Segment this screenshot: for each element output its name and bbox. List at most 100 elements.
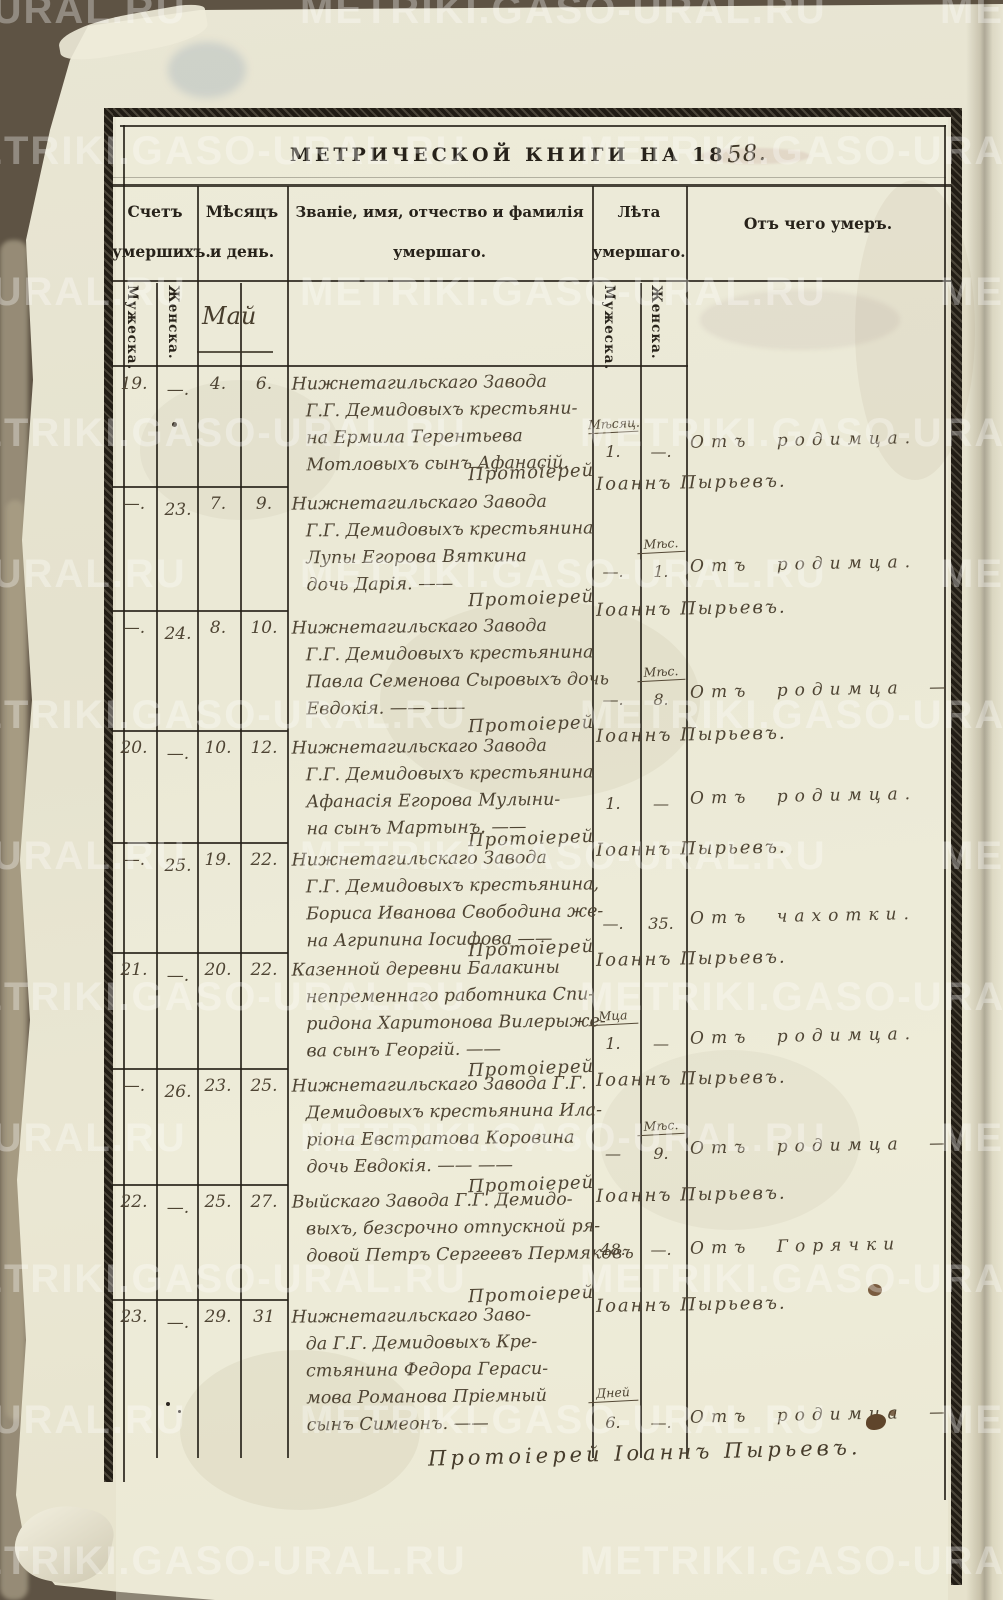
- day-of-death: 10.: [204, 738, 232, 758]
- column-header-count: Счетъ умершихъ.: [112, 192, 211, 272]
- description-line: да Г.Г. Демидовыхъ Кре-: [305, 1332, 538, 1355]
- deceased-description: Нижнетагильскаго Завода Г.Г. Демидовыхъ к…: [291, 612, 610, 723]
- table-line: [104, 108, 962, 117]
- ink-speck: [178, 1410, 181, 1413]
- age-male-unit-label: Мѣсяц.: [587, 414, 641, 435]
- table-inner-area: [116, 116, 948, 1600]
- day-of-death: 8.: [209, 618, 227, 638]
- description-line: Павла Семенова Сыровыхъ дочь: [306, 669, 610, 693]
- priest-signature-name: Іоаннъ Пырьевъ.: [595, 836, 787, 861]
- priest-signature-name: Іоаннъ Пырьевъ.: [595, 470, 787, 495]
- age-female-value: —.: [650, 1413, 672, 1432]
- deceased-description: Казенной деревни Балакины непременнаго ра…: [291, 954, 606, 1065]
- deceased-description: Нижнетагильскаго Заво-да Г.Г. Демидовыхъ…: [291, 1301, 592, 1439]
- count-female: 25.: [164, 856, 192, 876]
- age-female-unit-label: Мѣс.: [636, 534, 686, 555]
- description-line: Нижнетагильскаго Завода: [291, 491, 548, 515]
- age-male-value: —.: [602, 562, 624, 581]
- count-female: 23.: [164, 500, 192, 520]
- count-male: 20.: [120, 738, 148, 758]
- age-female-value: —.: [650, 1240, 672, 1259]
- table-line: [112, 486, 288, 488]
- ink-blot: [866, 1414, 886, 1430]
- description-line: Бориса Иванова Свободина же-: [306, 901, 604, 925]
- count-male: —.: [122, 494, 146, 514]
- ink-speck: [166, 1402, 170, 1406]
- description-line: выхъ, безсрочно отпускной ря-: [305, 1216, 601, 1240]
- page-title: МЕТРИЧЕСКОЙ КНИГИ НА 1858.: [288, 136, 768, 172]
- count-female: —.: [166, 1313, 190, 1333]
- table-line: [640, 283, 642, 1458]
- day-of-burial: 9.: [255, 494, 273, 514]
- age-male-unit-label: Мца: [587, 1006, 639, 1027]
- ink-bleed-ghost: [700, 148, 810, 164]
- count-male: —.: [122, 850, 146, 870]
- age-female-value: —.: [650, 442, 672, 461]
- age-male-value: 1.: [605, 794, 621, 813]
- paper-stain: [180, 1350, 420, 1510]
- description-line: довой Петръ Сергеевъ Пермяковъ: [306, 1242, 634, 1267]
- age-female-value: 1.: [653, 562, 669, 581]
- table-line: [686, 186, 688, 1458]
- count-male: —.: [122, 618, 146, 638]
- description-line: стьянина Федора Гераси-: [305, 1358, 549, 1382]
- age-female-value: —: [653, 1034, 669, 1053]
- month-underline: [197, 351, 273, 353]
- month-label: Май: [202, 302, 257, 330]
- age-female-value: 9.: [653, 1144, 669, 1163]
- description-line: Демидовыхъ крестьянина Ила-: [305, 1100, 603, 1124]
- description-line: ридона Харитонова Вилерыже-: [306, 1011, 606, 1035]
- paper-stain: [380, 600, 700, 800]
- table-line: [156, 283, 158, 1458]
- description-line: на Ермила Терентьева: [306, 426, 523, 449]
- age-male-value: —.: [602, 914, 624, 933]
- day-of-burial: 6.: [255, 374, 273, 394]
- age-female-unit-label: Мѣс.: [636, 1116, 686, 1137]
- table-line: [287, 186, 289, 1458]
- day-of-death: 29.: [204, 1307, 232, 1327]
- count-female: 26.: [164, 1082, 192, 1102]
- table-line: [951, 108, 962, 1585]
- description-line: Казенной деревни Балакины: [291, 957, 560, 981]
- day-of-burial: 22.: [250, 850, 278, 870]
- page-edge-strip: [6, 500, 24, 1420]
- deceased-description: Нижнетагильскаго Завода Г.Г. Демидовыхъ к…: [291, 488, 593, 599]
- age-female-unit-label: Мѣс.: [636, 662, 686, 683]
- column-header-count-line1: Счетъ: [127, 202, 183, 221]
- day-of-burial: 10.: [250, 618, 278, 638]
- deceased-description: Нижнетагильскаго Завода Г.Г. Демидовыхъ к…: [291, 1070, 603, 1181]
- subheader-age-male: Мужеска.: [601, 285, 617, 371]
- table-line: [112, 1299, 288, 1301]
- count-male: 19.: [120, 374, 148, 394]
- priest-signature-name: Іоаннъ Пырьевъ.: [595, 722, 787, 747]
- description-line: Нижнетагильскаго Заво-: [291, 1305, 532, 1328]
- priest-signature-name: Іоаннъ Пырьевъ.: [595, 1182, 787, 1207]
- count-female: —.: [166, 1198, 190, 1218]
- age-female-value: —: [653, 794, 669, 813]
- subheader-age-female: Женска.: [648, 285, 664, 360]
- table-line: [104, 108, 113, 1482]
- age-male-value: 6.: [605, 1413, 621, 1432]
- archive-stamp-ghost: [168, 42, 246, 98]
- count-male: 22.: [120, 1192, 148, 1212]
- priest-signature-name: Іоаннъ Пырьевъ.: [595, 1066, 787, 1091]
- age-female-value: 35.: [648, 914, 674, 933]
- page-title-printed: МЕТРИЧЕСКОЙ КНИГИ НА 18: [289, 144, 727, 166]
- page-crease: [966, 0, 1003, 1600]
- count-female: —.: [166, 380, 190, 400]
- column-header-date: Мѣсяцъ и день.: [197, 192, 287, 272]
- ink-speck: [172, 422, 177, 427]
- description-line: мова Романова Пріемный: [306, 1385, 548, 1409]
- description-line: непременнаго работника Спи-: [305, 984, 595, 1008]
- column-header-age: Лѣта умершаго.: [592, 192, 686, 272]
- column-header-name: Званіе, имя, отчество и фамилія умершаго…: [287, 192, 592, 272]
- column-header-cause: Отъ чего умеръ.: [743, 214, 893, 233]
- count-male: —.: [122, 1076, 146, 1096]
- description-line: Нижнетагильскаго Завода: [291, 735, 548, 759]
- table-line: [113, 184, 951, 187]
- count-male: 23.: [120, 1307, 148, 1327]
- ink-blot: [868, 1284, 882, 1296]
- description-line: Нижнетагильскаго Завода: [291, 615, 548, 639]
- day-of-death: 19.: [204, 850, 232, 870]
- day-of-burial: 27.: [250, 1192, 278, 1212]
